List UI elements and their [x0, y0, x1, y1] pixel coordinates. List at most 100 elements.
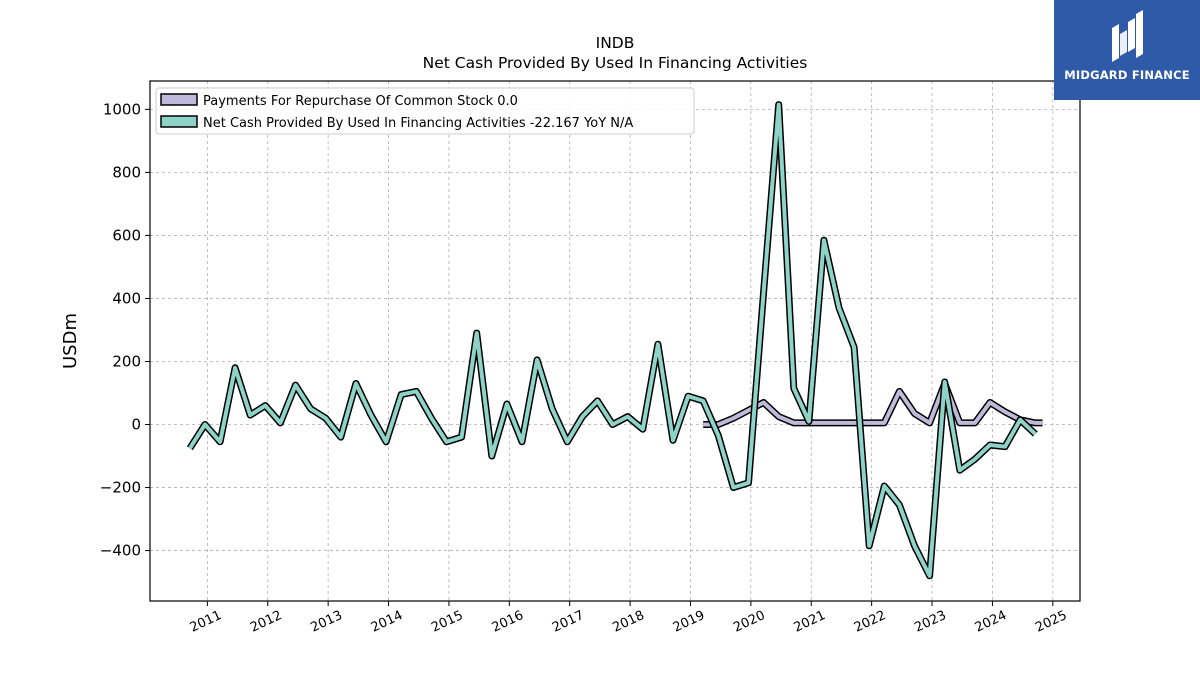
brand-logo-text: MIDGARD FINANCE: [1064, 68, 1190, 82]
data-point: [1034, 433, 1036, 435]
data-point: [883, 422, 885, 424]
x-tick-label: 2021: [792, 608, 828, 636]
data-point: [1042, 422, 1044, 424]
x-tick-label: 2022: [852, 608, 888, 636]
data-point: [914, 545, 915, 547]
data-point: [687, 395, 689, 397]
x-tick-label: 2013: [309, 608, 345, 636]
brand-logo: MIDGARD FINANCE: [1054, 0, 1200, 100]
data-point: [793, 387, 795, 389]
series-0: [702, 380, 1044, 428]
data-point: [763, 402, 765, 403]
data-point: [612, 424, 614, 425]
data-point: [732, 487, 734, 488]
data-point: [1004, 411, 1006, 413]
x-tick-label: 2017: [550, 608, 586, 636]
data-point: [763, 291, 765, 293]
data-point: [702, 424, 704, 425]
data-point: [597, 400, 598, 402]
data-point: [959, 469, 961, 471]
y-tick-label: 400: [112, 289, 141, 307]
data-point: [340, 436, 342, 438]
x-tick-label: 2020: [731, 608, 767, 636]
axis-layer: −400 −200 0 200 400 600 800 1000 2011 2012 2013 201…: [100, 100, 1070, 635]
y-tick-label: 200: [112, 352, 141, 370]
y-tick-label: 800: [112, 163, 141, 181]
data-point: [642, 428, 644, 430]
chart-title: INDB: [596, 34, 635, 52]
data-point: [415, 390, 417, 392]
data-point: [189, 447, 191, 449]
data-point: [385, 441, 387, 443]
data-point: [204, 424, 206, 425]
y-tick-label: −400: [100, 542, 141, 560]
series-line-outline: [186, 101, 1038, 580]
data-point: [310, 408, 312, 410]
data-point: [823, 422, 825, 424]
y-axis-label: USDm: [60, 313, 81, 369]
data-point: [989, 402, 991, 403]
data-point: [672, 439, 674, 441]
plot-frame: [149, 80, 1081, 602]
series-line: [188, 102, 1037, 578]
y-tick-label: 600: [112, 226, 141, 244]
y-tick-label: −200: [100, 479, 141, 497]
series-1: [186, 101, 1038, 580]
data-point: [506, 403, 508, 405]
y-tick-label: 0: [131, 416, 141, 434]
data-point: [1019, 419, 1021, 421]
data-point: [446, 441, 447, 443]
data-point: [914, 413, 915, 414]
data-point: [325, 417, 327, 419]
x-tick-label: 2023: [912, 608, 948, 636]
x-tick-label: 2014: [369, 608, 405, 636]
data-point: [838, 422, 840, 424]
data-point: [717, 424, 719, 425]
data-point: [249, 414, 251, 416]
legend-swatch-financing: [160, 115, 198, 128]
legend-box: [155, 87, 695, 135]
data-point: [868, 545, 870, 547]
x-tick-label: 2016: [490, 608, 526, 636]
x-tick-label: 2018: [610, 608, 646, 636]
data-point: [748, 409, 749, 411]
data-point: [823, 239, 825, 241]
x-tick-label: 2024: [973, 608, 1009, 636]
grid-layer: [150, 81, 1080, 601]
data-point: [566, 441, 568, 443]
data-point: [461, 436, 463, 438]
data-point: [234, 367, 236, 369]
data-point: [944, 381, 946, 383]
data-point: [838, 307, 840, 309]
data-point: [974, 422, 976, 424]
data-point: [551, 408, 553, 410]
series-layer: [186, 101, 1044, 580]
data-point: [808, 420, 810, 422]
data-point: [732, 417, 734, 419]
x-tick-label: 2012: [248, 608, 284, 636]
y-tick-label: 1000: [103, 100, 141, 118]
data-point: [853, 422, 855, 424]
data-point: [1034, 422, 1036, 424]
data-point: [793, 422, 795, 424]
legend-label-repurchase: Payments For Repurchase Of Common Stock …: [203, 94, 518, 109]
data-point: [974, 458, 976, 460]
chart-subtitle: Net Cash Provided By Used In Financing A…: [423, 54, 808, 72]
legend: Payments For Repurchase Of Common Stock …: [155, 87, 695, 135]
x-tick-label: 2015: [429, 608, 465, 636]
data-point: [929, 575, 931, 577]
series-line: [703, 381, 1043, 427]
data-point: [898, 504, 900, 506]
x-tick-label: 2011: [188, 608, 224, 636]
data-point: [702, 400, 704, 402]
data-point: [581, 416, 583, 418]
data-point: [355, 383, 357, 384]
data-point: [657, 343, 659, 345]
data-point: [989, 444, 991, 446]
data-point: [778, 416, 780, 418]
data-point: [295, 384, 296, 386]
x-tick-label: 2025: [1033, 608, 1069, 636]
data-point: [219, 441, 221, 443]
data-point: [959, 422, 961, 424]
